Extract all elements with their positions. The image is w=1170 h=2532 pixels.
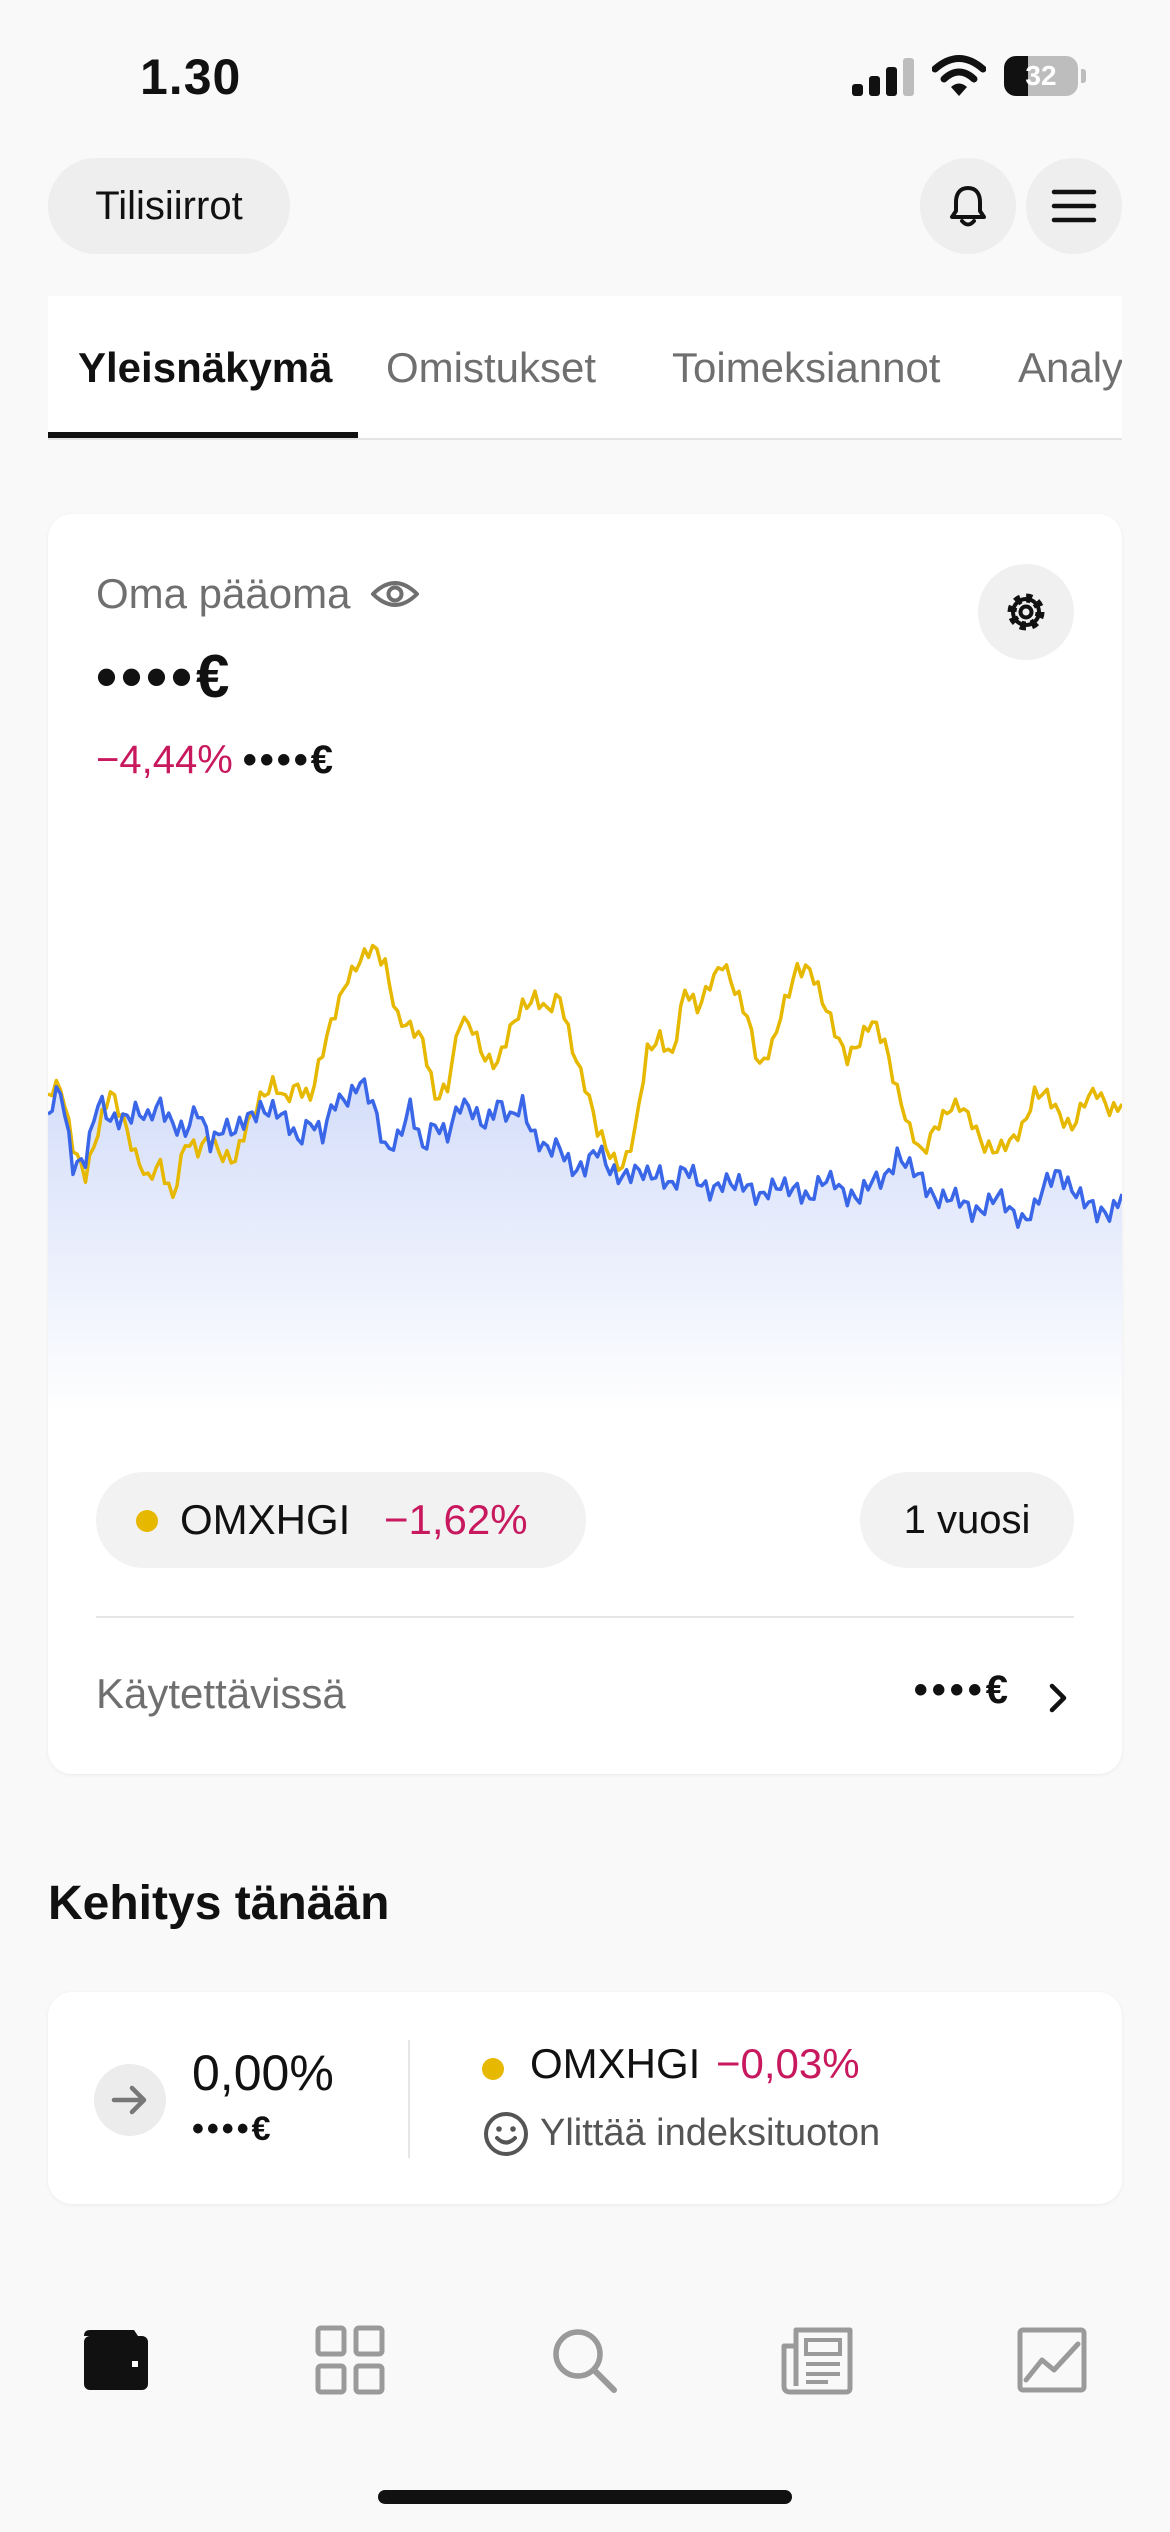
transfers-button[interactable]: Tilisiirrot <box>48 158 290 254</box>
available-funds-row[interactable]: Käytettävissä ••••€ <box>48 1618 1122 1774</box>
index-color-dot <box>482 2058 504 2080</box>
settings-button[interactable] <box>978 564 1074 660</box>
period-selector[interactable]: 1 vuosi <box>860 1472 1074 1568</box>
beats-index-text: Ylittää indeksituoton <box>540 2112 881 2154</box>
today-section-title: Kehitys tänään <box>48 1877 390 1930</box>
gear-icon <box>1007 593 1045 631</box>
index-color-dot <box>136 1510 158 1532</box>
wifi-icon <box>932 55 986 96</box>
trend-flat-badge <box>94 2064 166 2136</box>
available-label: Käytettävissä <box>96 1670 346 1717</box>
today-index-name: OMXHGI <box>530 2040 701 2087</box>
eye-icon[interactable] <box>370 576 420 612</box>
index-name: OMXHGI <box>180 1496 351 1543</box>
today-card[interactable]: 0,00% ••••€ OMXHGI −0,03% Ylittää indeks… <box>48 1992 1122 2204</box>
battery-level: 32 <box>1025 60 1057 91</box>
today-change-amount: ••••€ <box>192 2110 274 2148</box>
tab-analysis[interactable]: Analyysi <box>1018 344 1122 391</box>
tab-orders[interactable]: Toimeksiannot <box>672 344 941 391</box>
status-time: 1.30 <box>140 49 242 105</box>
index-series-line <box>48 943 1122 1200</box>
nav-dashboard[interactable] <box>312 2322 388 2398</box>
today-change-pct: 0,00% <box>192 2045 334 2101</box>
nav-wallet[interactable] <box>78 2322 154 2398</box>
tab-overview[interactable]: Yleisnäkymä <box>78 344 333 391</box>
bell-icon <box>950 186 986 227</box>
arrow-right-icon <box>111 2085 147 2115</box>
capital-change-pct: −4,44% <box>96 738 233 782</box>
card-divider <box>96 1616 1074 1618</box>
index-selector[interactable]: OMXHGI −1,62% <box>96 1472 586 1568</box>
chevron-right-icon <box>1049 1683 1067 1713</box>
available-value: ••••€ <box>913 1668 1012 1712</box>
capital-change-amount: ••••€ <box>242 738 337 782</box>
smile-icon <box>484 2112 528 2156</box>
capital-value: ••••€ <box>96 643 234 710</box>
nav-markets[interactable] <box>1014 2322 1090 2398</box>
active-tab-indicator <box>48 432 358 438</box>
battery-icon: 32 <box>1004 56 1086 96</box>
tab-bar: Yleisnäkymä Omistukset Toimeksiannot Ana… <box>48 296 1122 440</box>
status-bar: 1.30 32 <box>0 0 1170 150</box>
capital-change: −4,44% ••••€ <box>96 738 336 783</box>
chart-icon <box>1017 2327 1087 2393</box>
capital-card: Oma pääoma ••••€ −4,44% ••••€ <box>48 514 1122 1774</box>
hamburger-icon <box>1051 189 1097 223</box>
search-icon <box>553 2329 617 2393</box>
tab-holdings[interactable]: Omistukset <box>386 344 597 391</box>
menu-button[interactable] <box>1026 158 1122 254</box>
performance-chart[interactable] <box>48 854 1122 1414</box>
wallet-icon <box>84 2330 148 2390</box>
today-divider <box>408 2040 410 2158</box>
nav-news[interactable] <box>780 2322 856 2398</box>
news-icon <box>781 2327 853 2395</box>
home-indicator <box>378 2490 792 2504</box>
bottom-navigation <box>0 2300 1170 2532</box>
grid-icon <box>315 2325 385 2395</box>
portfolio-series-line <box>48 1077 1122 1229</box>
capital-label: Oma pääoma <box>96 570 351 617</box>
today-index-change: −0,03% <box>716 2040 860 2087</box>
portfolio-area <box>48 1079 1122 1414</box>
cellular-signal-icon <box>852 56 914 96</box>
notifications-button[interactable] <box>920 158 1016 254</box>
nav-search[interactable] <box>546 2322 622 2398</box>
index-change: −1,62% <box>384 1496 528 1543</box>
